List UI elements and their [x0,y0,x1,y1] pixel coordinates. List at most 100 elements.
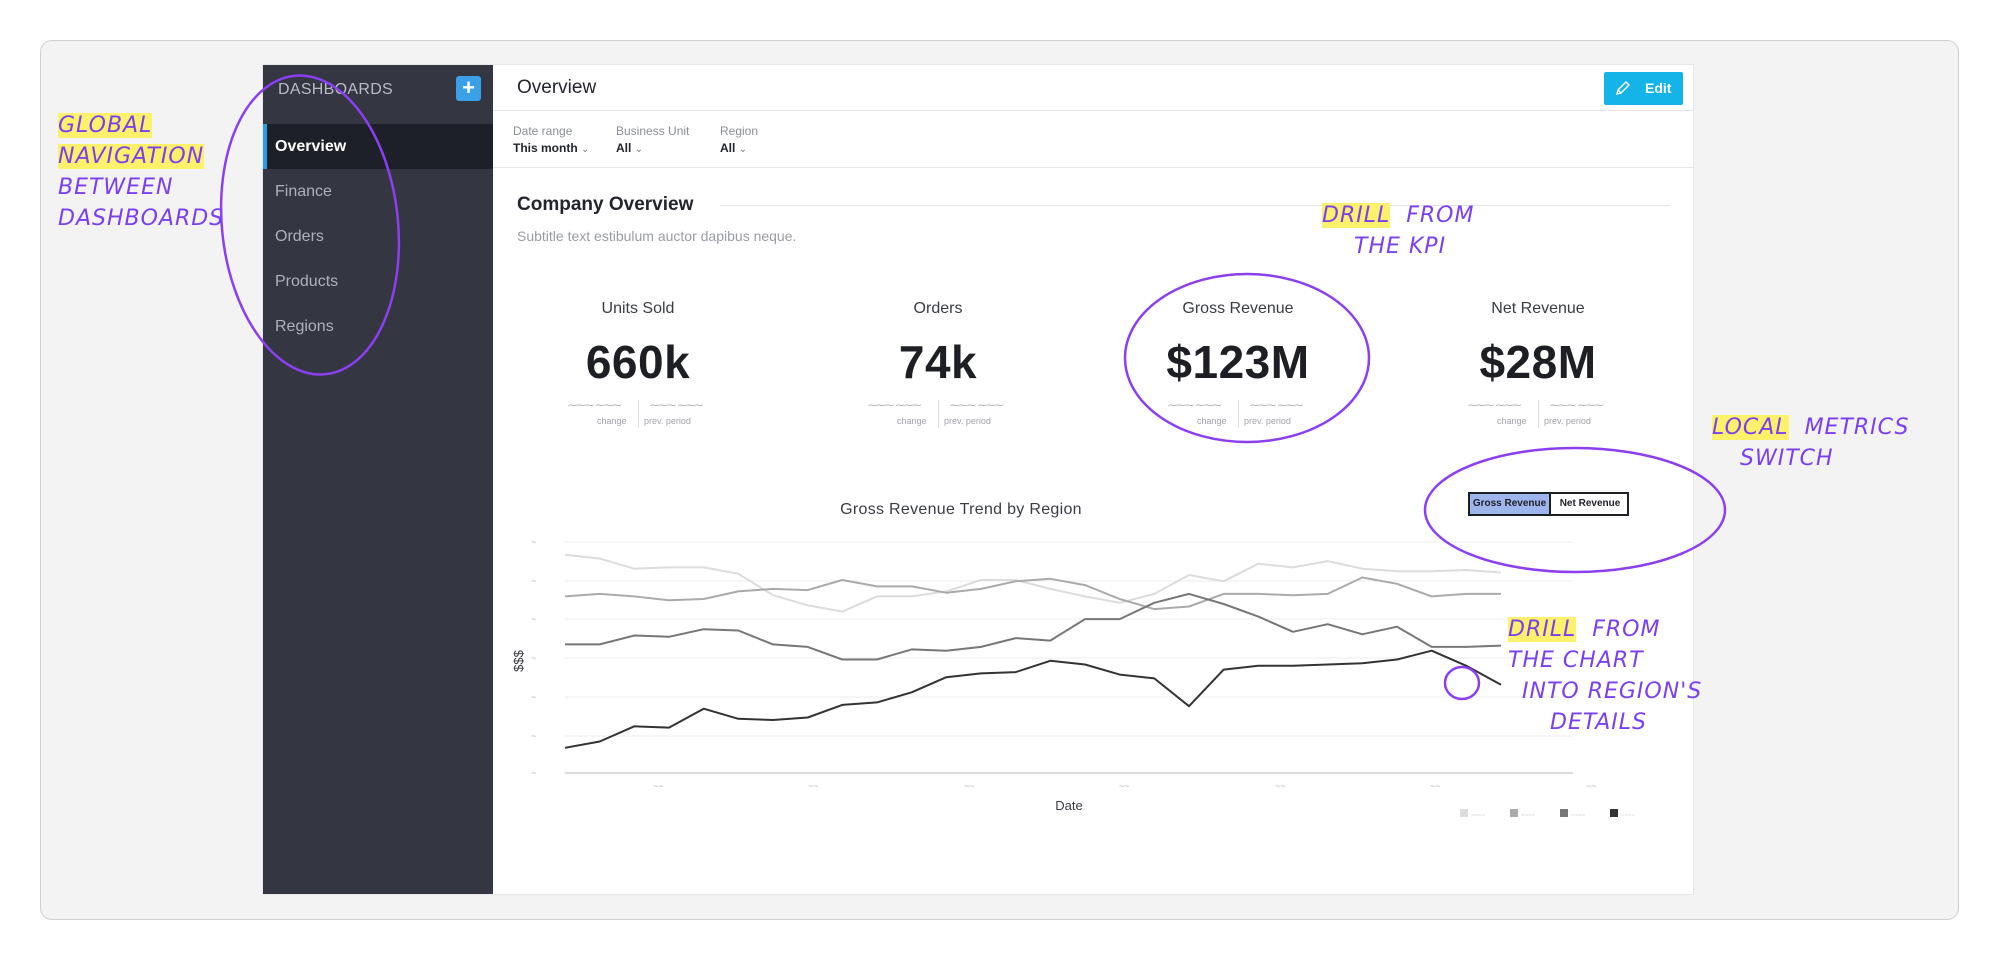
y-tick-mark: ~ [531,768,536,778]
kpi-separator [938,400,939,428]
annotation-line: THE CHART [1508,648,1644,673]
edit-button[interactable]: Edit [1604,72,1683,105]
filter-value: All [616,141,632,155]
main-content: Overview Edit Date range This month ⌄ Bu… [493,65,1693,894]
series-line-2 [564,576,1501,611]
add-dashboard-button[interactable]: + [456,76,481,101]
scribble-placeholder: ⁓⁓⁓ ⁓⁓⁓ [950,400,1004,410]
x-tick-mark: ~~ [653,781,664,791]
series-line-4 [564,649,1502,749]
chart-title: Gross Revenue Trend by Region [840,501,1082,518]
kpi-change-label: change [597,416,627,426]
sidebar-header: DASHBOARDS + [263,65,493,123]
y-tick-mark: ~ [531,537,536,547]
x-tick-mark: ~~ [1275,781,1286,791]
sidebar-item-finance[interactable]: Finance [275,183,332,200]
kpi-prev-label: prev. period [644,416,691,426]
legend-scribble: ~~~~ [1471,813,1486,819]
sidebar-nav: Overview Finance Orders Products Regions [263,124,493,349]
x-tick-mark: ~~ [1430,781,1441,791]
kpi-units-sold[interactable]: Units Sold 660k ⁓⁓⁓ ⁓⁓⁓ ⁓⁓⁓ ⁓⁓⁓ change p… [513,300,763,428]
filter-bar: Date range This month ⌄ Business Unit Al… [493,112,1693,168]
annotation-line: INTO REGION'S [1522,679,1703,704]
series-line-1 [564,553,1502,613]
annotation-line: FROM [1592,617,1661,642]
kpi-title: Orders [913,300,963,317]
kpi-net-revenue[interactable]: Net Revenue $28M ⁓⁓⁓ ⁓⁓⁓ ⁓⁓⁓ ⁓⁓⁓ change … [1413,300,1663,428]
annotation-global-navigation: GLOBAL NAVIGATION BETWEEN DASHBOARDS [58,110,224,234]
scribble-placeholder: ⁓⁓⁓ ⁓⁓⁓ [650,400,704,410]
annotation-line: DASHBOARDS [58,206,225,231]
annotation-line: SWITCH [1740,446,1834,471]
legend-swatch [1560,809,1568,817]
filter-region[interactable]: Region All ⌄ [720,124,758,155]
kpi-separator [638,400,639,428]
kpi-change-label: change [897,416,927,426]
page-title: Overview [517,77,597,98]
sidebar-item-overview[interactable]: Overview [263,124,493,169]
top-bar: Overview Edit [493,65,1693,111]
filter-value: All [720,141,736,155]
kpi-change-label: change [1497,416,1527,426]
annotation-line: FROM [1406,203,1475,228]
pencil-icon [1616,81,1630,95]
legend-scribble: ~~~~ [1621,813,1636,819]
kpi-prev-label: prev. period [944,416,991,426]
x-axis-label: Date [1055,798,1082,813]
kpi-value: 660k [585,336,691,388]
filter-label: Date range [513,124,573,138]
kpi-meta: ⁓⁓⁓ ⁓⁓⁓ ⁓⁓⁓ ⁓⁓⁓ change prev. period [813,400,1063,428]
annotation-local-switch: LOCAL METRICS SWITCH [1712,412,1909,474]
annotation-line: GLOBAL [58,113,153,138]
annotation-line: LOCAL [1712,415,1789,440]
annotation-line: THE KPI [1354,234,1447,259]
kpi-orders[interactable]: Orders 74k ⁓⁓⁓ ⁓⁓⁓ ⁓⁓⁓ ⁓⁓⁓ change prev. … [813,300,1063,428]
section-divider [720,205,1670,206]
legend-scribble: ~~~~ [1521,813,1536,819]
y-tick-mark: ~ [531,731,536,741]
legend-scribble: ~~~~ [1571,813,1586,819]
kpi-title: Net Revenue [1491,300,1585,317]
x-tick-mark: ~~ [1586,781,1597,791]
section-subtitle: Subtitle text estibulum auctor dapibus n… [517,228,797,244]
kpi-prev-label: prev. period [1544,416,1591,426]
annotation-drill-chart: DRILL FROM THE CHART INTO REGION'S DETAI… [1508,614,1702,738]
annotation-line: DRILL [1508,617,1577,642]
kpi-title: Units Sold [601,300,675,317]
sidebar: DASHBOARDS + Overview Finance Orders Pro… [263,65,493,894]
legend-swatch [1610,809,1618,817]
line-chart: ~~~~~~~~~ ~~ ~~ ~~ ~~ ~~ ~~$$$Date~~~~ ~~~~ ~~~~… [511,537,1636,819]
sidebar-item-regions[interactable]: Regions [275,318,334,335]
chevron-down-icon: ⌄ [634,144,644,155]
y-tick-mark: ~ [531,653,536,663]
kpi-value: 74k [898,336,978,388]
x-tick-mark: ~~ [808,781,819,791]
scribble-placeholder: ⁓⁓⁓ ⁓⁓⁓ [1550,400,1604,410]
annotation-line: NAVIGATION [58,144,205,169]
y-axis-label: $$$ [511,649,526,671]
annotation-line: DRILL [1322,203,1391,228]
sidebar-item-orders[interactable]: Orders [275,228,324,245]
annotation-drill-kpi: DRILL FROM THE KPI [1322,200,1474,262]
annotation-line: METRICS [1804,415,1910,440]
chevron-down-icon: ⌄ [738,144,748,155]
scribble-placeholder: ⁓⁓⁓ ⁓⁓⁓ [568,400,622,410]
filter-date-range[interactable]: Date range This month ⌄ [513,124,589,155]
annotation-line: BETWEEN [58,175,174,200]
filter-value: This month [513,141,578,155]
y-tick-mark: ~ [531,576,536,586]
sidebar-title: DASHBOARDS [278,81,394,98]
dashboard-app: DASHBOARDS + Overview Finance Orders Pro… [263,65,1693,894]
sidebar-item-products[interactable]: Products [275,273,339,290]
kpi-meta: ⁓⁓⁓ ⁓⁓⁓ ⁓⁓⁓ ⁓⁓⁓ change prev. period [513,400,763,428]
kpi-value: $28M [1479,336,1597,388]
kpi-meta: ⁓⁓⁓ ⁓⁓⁓ ⁓⁓⁓ ⁓⁓⁓ change prev. period [1413,400,1663,428]
annotation-line: DETAILS [1550,710,1648,735]
kpi-separator [1538,400,1539,428]
y-tick-mark: ~ [531,692,536,702]
filter-business-unit[interactable]: Business Unit All ⌄ [616,124,689,155]
edit-button-label: Edit [1645,80,1672,96]
filter-label: Region [720,124,759,138]
x-tick-mark: ~~ [1119,781,1130,791]
scribble-placeholder: ⁓⁓⁓ ⁓⁓⁓ [1468,400,1522,410]
